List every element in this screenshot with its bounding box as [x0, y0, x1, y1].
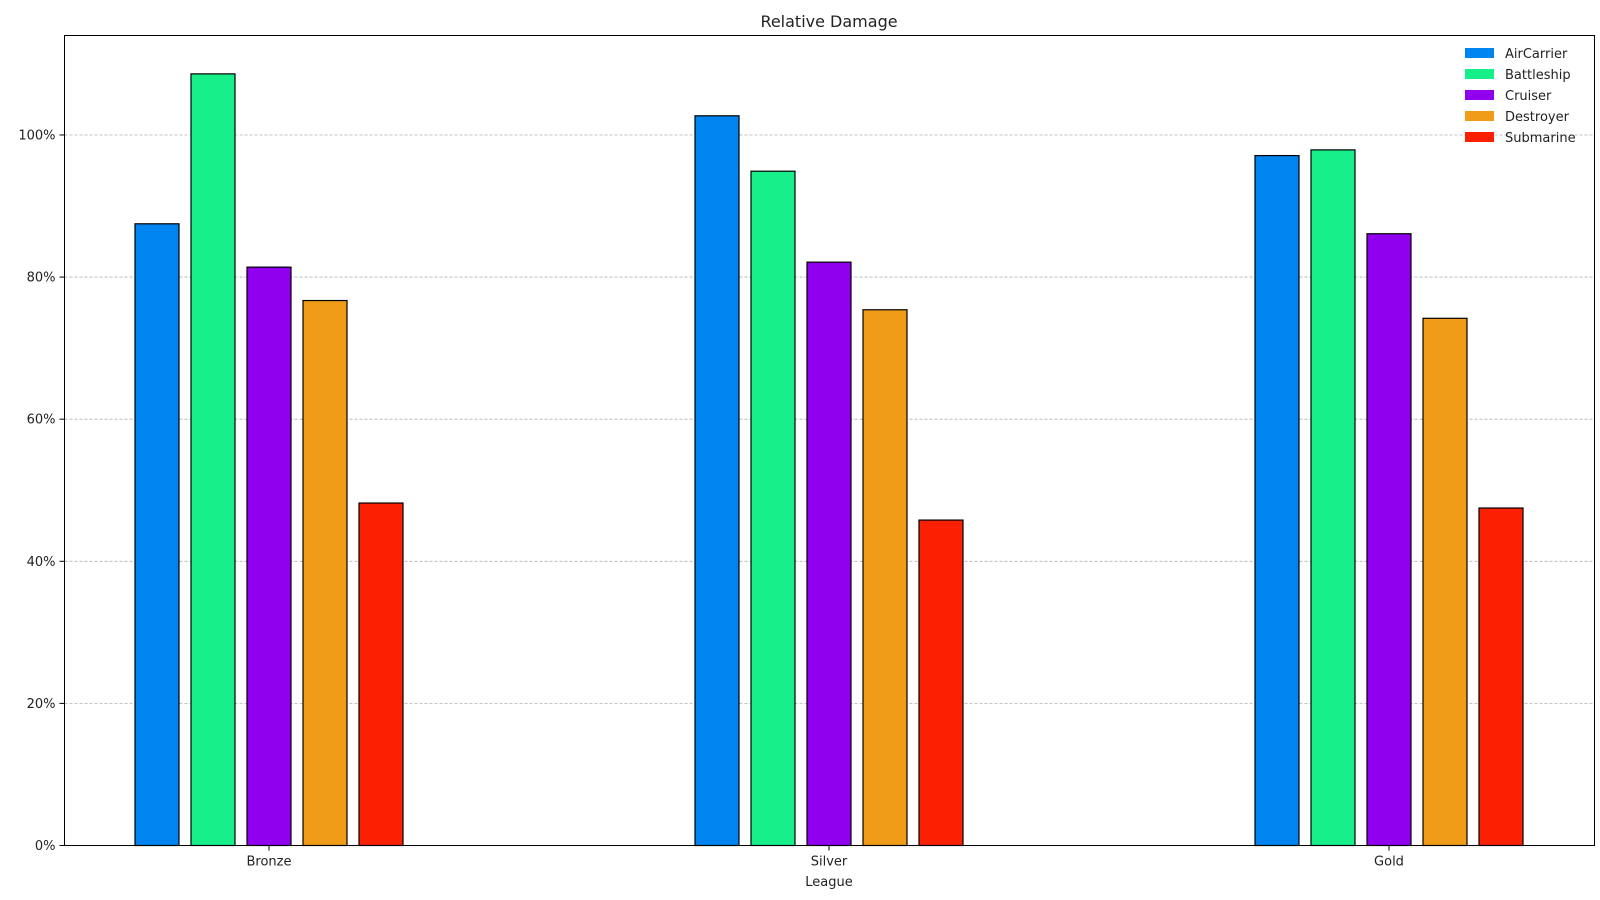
x-tick-label: Gold [1374, 855, 1404, 870]
y-tick-label: 0% [35, 839, 56, 854]
legend-label-destroyer: Destroyer [1505, 110, 1570, 125]
bar-aircarrier-gold [1254, 154, 1300, 847]
x-axis-label: League [805, 875, 852, 890]
bar-battleship-bronze [190, 73, 236, 847]
bar-battleship-gold [1310, 149, 1356, 847]
legend: AirCarrier Battleship Cruiser Destroyer Subm… [1465, 47, 1576, 146]
bar-destroyer-bronze [302, 299, 348, 847]
legend-swatch-destroyer [1465, 111, 1494, 121]
x-tick-label: Bronze [247, 855, 292, 870]
y-tick-label: 20% [27, 697, 56, 712]
x-axis: Bronze Silver Gold [247, 845, 1404, 870]
y-tick-label: 80% [27, 271, 56, 286]
legend-swatch-battleship [1465, 69, 1494, 79]
y-tick-label: 100% [18, 128, 55, 143]
y-axis: 0% 20% 40% 60% 80% 100% [18, 128, 65, 854]
chart-title: Relative Damage [760, 12, 897, 31]
legend-label-cruiser: Cruiser [1505, 89, 1552, 104]
bar-aircarrier-bronze [134, 223, 180, 847]
bar-cruiser-silver [806, 261, 852, 847]
bars [134, 73, 1524, 847]
legend-swatch-submarine [1465, 132, 1494, 142]
bar-cruiser-gold [1366, 233, 1412, 847]
bar-destroyer-gold [1422, 317, 1468, 847]
bar-submarine-silver [918, 519, 964, 847]
bar-battleship-silver [750, 170, 796, 847]
bar-submarine-bronze [358, 502, 404, 847]
legend-label-aircarrier: AirCarrier [1505, 47, 1568, 62]
bar-cruiser-bronze [246, 266, 292, 847]
y-tick-label: 40% [27, 555, 56, 570]
legend-label-submarine: Submarine [1505, 131, 1576, 146]
legend-label-battleship: Battleship [1505, 68, 1571, 83]
bar-submarine-gold [1478, 507, 1524, 847]
y-tick-label: 60% [27, 413, 56, 428]
legend-swatch-aircarrier [1465, 48, 1494, 58]
bar-aircarrier-silver [694, 115, 740, 847]
x-tick-label: Silver [811, 855, 848, 870]
bar-destroyer-silver [862, 309, 908, 847]
legend-swatch-cruiser [1465, 90, 1494, 100]
